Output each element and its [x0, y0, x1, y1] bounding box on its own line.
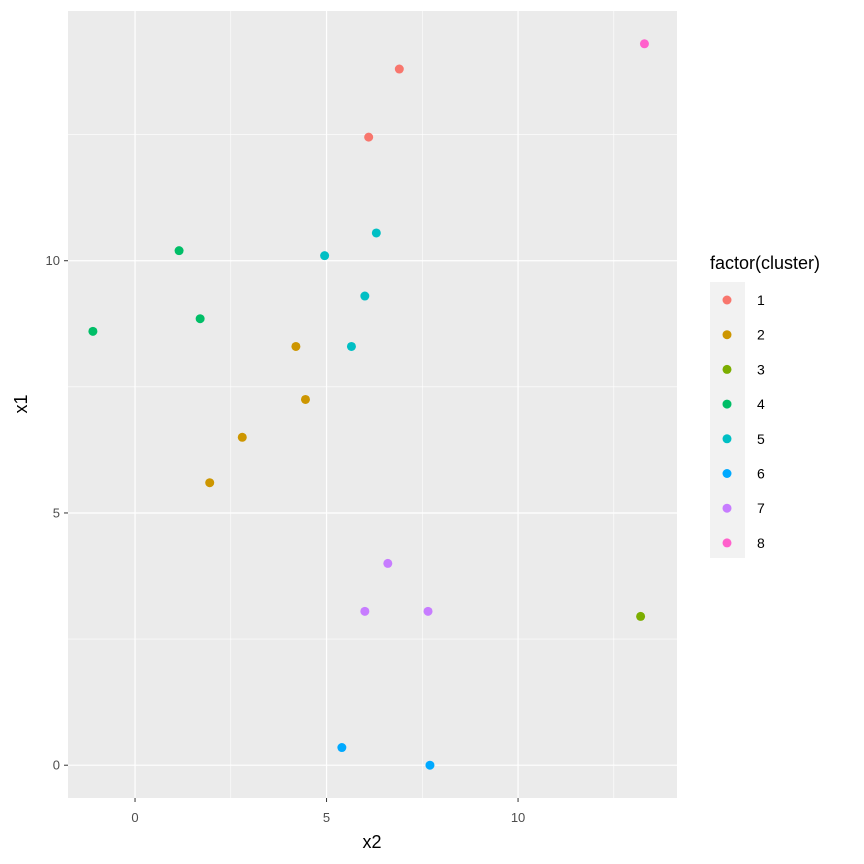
- legend-key-cluster-4: [722, 399, 732, 409]
- legend-key-cluster-2: [722, 330, 732, 340]
- x-tick-label: 10: [511, 810, 525, 825]
- data-point-cluster-5: [360, 291, 370, 301]
- data-point-cluster-7: [360, 606, 370, 616]
- data-point-cluster-1: [364, 132, 374, 142]
- major-gridlines: [68, 11, 677, 798]
- legend-label-cluster-6: 6: [757, 466, 765, 482]
- minor-gridlines: [68, 11, 677, 798]
- legend-items: 1 2 3 4 5 6 7 8: [722, 292, 765, 551]
- data-points: [88, 39, 649, 770]
- data-point-cluster-7: [423, 606, 433, 616]
- legend-label-cluster-8: 8: [757, 535, 765, 551]
- y-tick-label: 0: [53, 758, 60, 773]
- legend-label-cluster-7: 7: [757, 500, 765, 516]
- legend-key-cluster-6: [722, 469, 732, 478]
- data-point-cluster-7: [383, 558, 393, 568]
- data-point-cluster-2: [237, 432, 247, 442]
- y-tick-labels: 0 5 10: [46, 253, 60, 772]
- data-point-cluster-4: [195, 314, 205, 324]
- data-point-cluster-1: [394, 64, 404, 74]
- data-point-cluster-2: [205, 478, 215, 488]
- legend-key-cluster-7: [722, 503, 732, 513]
- data-point-cluster-2: [300, 394, 310, 404]
- data-point-cluster-3: [636, 611, 646, 621]
- legend-key-cluster-8: [722, 538, 732, 548]
- legend-label-cluster-1: 1: [757, 292, 765, 308]
- data-point-cluster-4: [88, 326, 98, 336]
- legend-label-cluster-4: 4: [757, 396, 765, 412]
- plot-panel: [68, 11, 677, 798]
- legend-title: factor(cluster): [710, 253, 820, 273]
- legend-key-cluster-5: [722, 434, 732, 444]
- legend-key-cluster-1: [722, 295, 732, 305]
- x-tick-labels: 0 5 10: [131, 810, 525, 825]
- data-point-cluster-6: [337, 743, 347, 753]
- x-tick-label: 0: [131, 810, 138, 825]
- axis-ticks: [64, 260, 519, 802]
- data-point-cluster-5: [320, 251, 330, 261]
- y-tick-label: 5: [53, 505, 60, 520]
- legend-key-cluster-3: [722, 364, 732, 374]
- data-point-cluster-2: [291, 341, 301, 351]
- data-point-cluster-4: [174, 246, 184, 256]
- legend-label-cluster-3: 3: [757, 361, 765, 377]
- data-point-cluster-6: [425, 760, 435, 770]
- data-point-cluster-5: [371, 228, 381, 238]
- legend-label-cluster-5: 5: [757, 431, 765, 447]
- x-axis-title: x2: [362, 832, 381, 852]
- x-tick-label: 5: [323, 810, 330, 825]
- y-tick-label: 10: [46, 253, 60, 268]
- legend: factor(cluster) 1 2 3 4 5 6 7 8: [710, 253, 820, 558]
- data-point-cluster-5: [346, 341, 356, 351]
- data-point-cluster-8: [639, 39, 649, 49]
- legend-key-background: [710, 282, 745, 558]
- legend-label-cluster-2: 2: [757, 327, 765, 343]
- y-axis-title: x1: [11, 394, 31, 413]
